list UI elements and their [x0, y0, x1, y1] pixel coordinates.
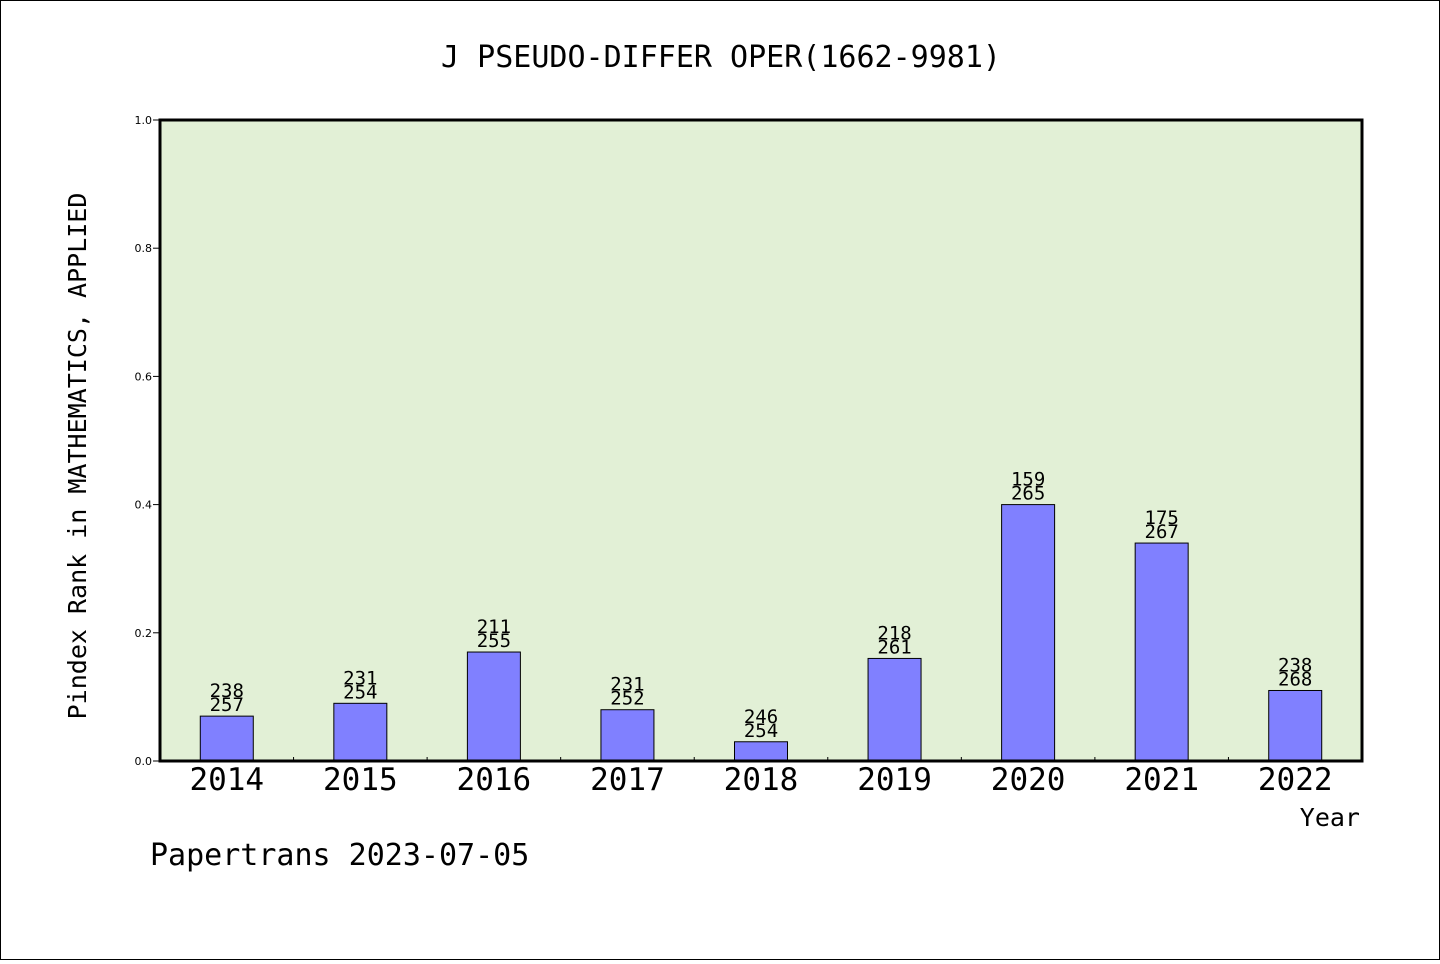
bars: 2382572312542112552312522462542182611592… [199, 469, 1323, 762]
chart-title: J PSEUDO-DIFFER OPER(1662-9981) [441, 40, 1001, 75]
x-tick-label: 2021 [1124, 762, 1199, 798]
x-axis-label: Year [1300, 803, 1360, 832]
bar-total-label: 257 [210, 694, 244, 716]
x-tick-label: 2019 [857, 762, 932, 798]
bar-total-label: 267 [1145, 521, 1179, 543]
bar-rank-label: 218 [877, 622, 911, 644]
bar-rank-label: 238 [210, 680, 244, 702]
bar-rank-label: 159 [1011, 469, 1045, 491]
bar-2014 [199, 715, 254, 762]
x-tick-label: 2017 [590, 762, 665, 798]
plot-border [158, 118, 1364, 763]
bar-total-label: 268 [1278, 668, 1312, 690]
bar-2017 [600, 709, 655, 762]
x-tick-label: 2022 [1258, 762, 1333, 798]
bar-rank-label: 231 [610, 674, 644, 696]
y-tick-label: 0.2 [135, 627, 153, 640]
bar-total-label: 254 [744, 720, 778, 742]
bar-rank-label: 238 [1278, 654, 1312, 676]
bar-2021 [1134, 542, 1189, 762]
bar-total-label: 255 [477, 630, 511, 652]
bar-2019 [867, 657, 922, 762]
y-axis-label: Pindex Rank in MATHEMATICS, APPLIED [63, 193, 92, 720]
bar-2016 [466, 651, 521, 762]
y-tick-label: 0.8 [135, 242, 153, 255]
bar-total-label: 265 [1011, 483, 1045, 505]
bar-2015 [333, 702, 388, 762]
bar-2022 [1268, 689, 1323, 762]
x-tick-label: 2016 [457, 762, 532, 798]
bar-total-label: 254 [343, 681, 377, 703]
bar-rank-label: 211 [477, 616, 511, 638]
y-tick-label: 0.4 [135, 499, 153, 512]
y-tick-label: 0.0 [135, 755, 153, 768]
bar-2018 [734, 741, 788, 762]
x-tick-label: 2015 [323, 762, 398, 798]
bar-rank-label: 231 [343, 667, 377, 689]
bar-rank-label: 246 [744, 706, 778, 728]
y-tick-label: 1.0 [135, 114, 153, 127]
bar-rank-label: 175 [1145, 507, 1179, 529]
y-axis: 0.0 0.2 0.4 0.6 0.8 1.0 [135, 114, 160, 768]
x-tick-label: 2020 [991, 762, 1066, 798]
x-axis: 2014 2015 2016 2017 2018 2019 2020 2021 2022 [189, 757, 1333, 798]
y-tick-label: 0.6 [135, 370, 153, 383]
bar-2020 [1001, 504, 1056, 762]
bar-total-label: 252 [610, 688, 644, 710]
footer-credit: Papertrans 2023-07-05 [150, 838, 529, 873]
x-tick-label: 2018 [724, 762, 799, 798]
bar-total-label: 261 [877, 636, 911, 658]
x-tick-label: 2014 [189, 762, 264, 798]
